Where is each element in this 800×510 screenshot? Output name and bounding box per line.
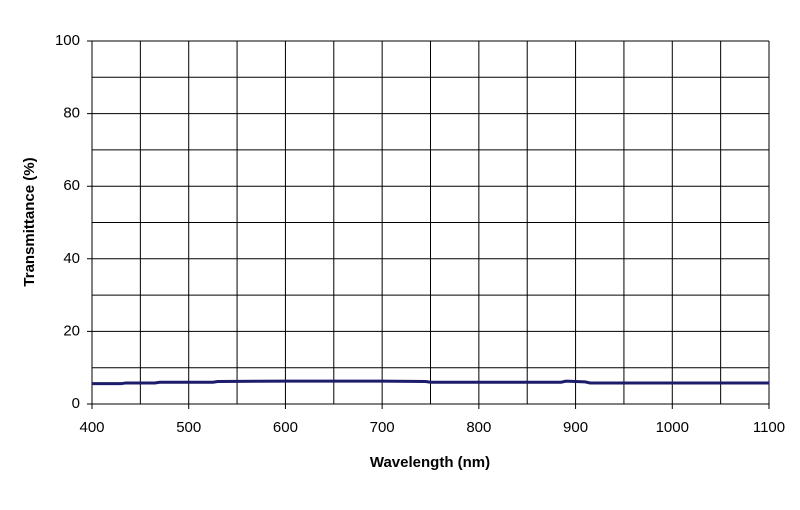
x-tick-label: 1000 — [656, 419, 689, 436]
data-line — [92, 379, 769, 386]
y-tick-label: 0 — [72, 395, 80, 412]
x-tick-label: 700 — [370, 419, 395, 436]
x-tick-label: 600 — [273, 419, 298, 436]
x-tick-label: 1100 — [753, 419, 785, 436]
x-tick-label: 800 — [466, 419, 491, 436]
x-tick-label: 400 — [79, 419, 104, 436]
y-tick-label: 100 — [55, 32, 80, 49]
x-tick-label: 500 — [176, 419, 201, 436]
y-axis-title: Transmittance (%) — [21, 157, 38, 286]
x-axis-title: Wavelength (nm) — [370, 454, 490, 471]
y-tick-label: 20 — [63, 322, 80, 339]
y-tick-label: 40 — [63, 250, 80, 267]
y-tick-label: 80 — [63, 105, 80, 122]
y-tick-label: 60 — [63, 177, 80, 194]
x-tick-label: 900 — [563, 419, 588, 436]
